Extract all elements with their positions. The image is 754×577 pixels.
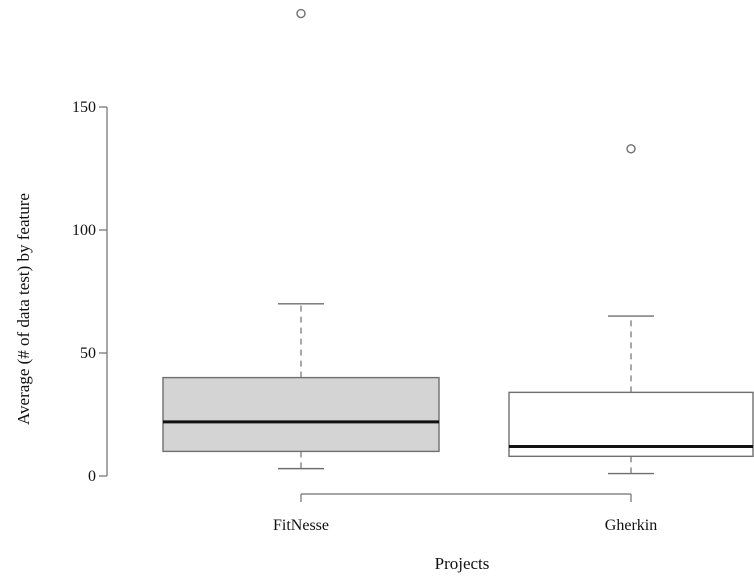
y-tick-label-50: 50 xyxy=(80,345,96,362)
iqr-box-fitnesse xyxy=(162,376,440,453)
y-tick-label-100: 100 xyxy=(72,222,96,239)
y-tick-label-0: 0 xyxy=(88,468,96,485)
x-axis: FitNesse Gherkin xyxy=(273,493,657,534)
y-axis: 0 50 100 150 xyxy=(72,99,108,485)
box-gherkin xyxy=(508,144,754,475)
boxes-layer xyxy=(162,8,754,475)
box-fitnesse xyxy=(162,8,440,470)
x-tick-label-fitnesse: FitNesse xyxy=(273,517,329,534)
x-tick-label-gherkin: Gherkin xyxy=(605,517,657,534)
y-axis-title: Average (# of data test) by feature xyxy=(14,193,33,425)
x-axis-title: Projects xyxy=(435,554,490,573)
outlier-fitnesse-0 xyxy=(296,8,306,19)
outlier-gherkin-0 xyxy=(626,144,636,154)
y-tick-label-150: 150 xyxy=(72,99,96,116)
